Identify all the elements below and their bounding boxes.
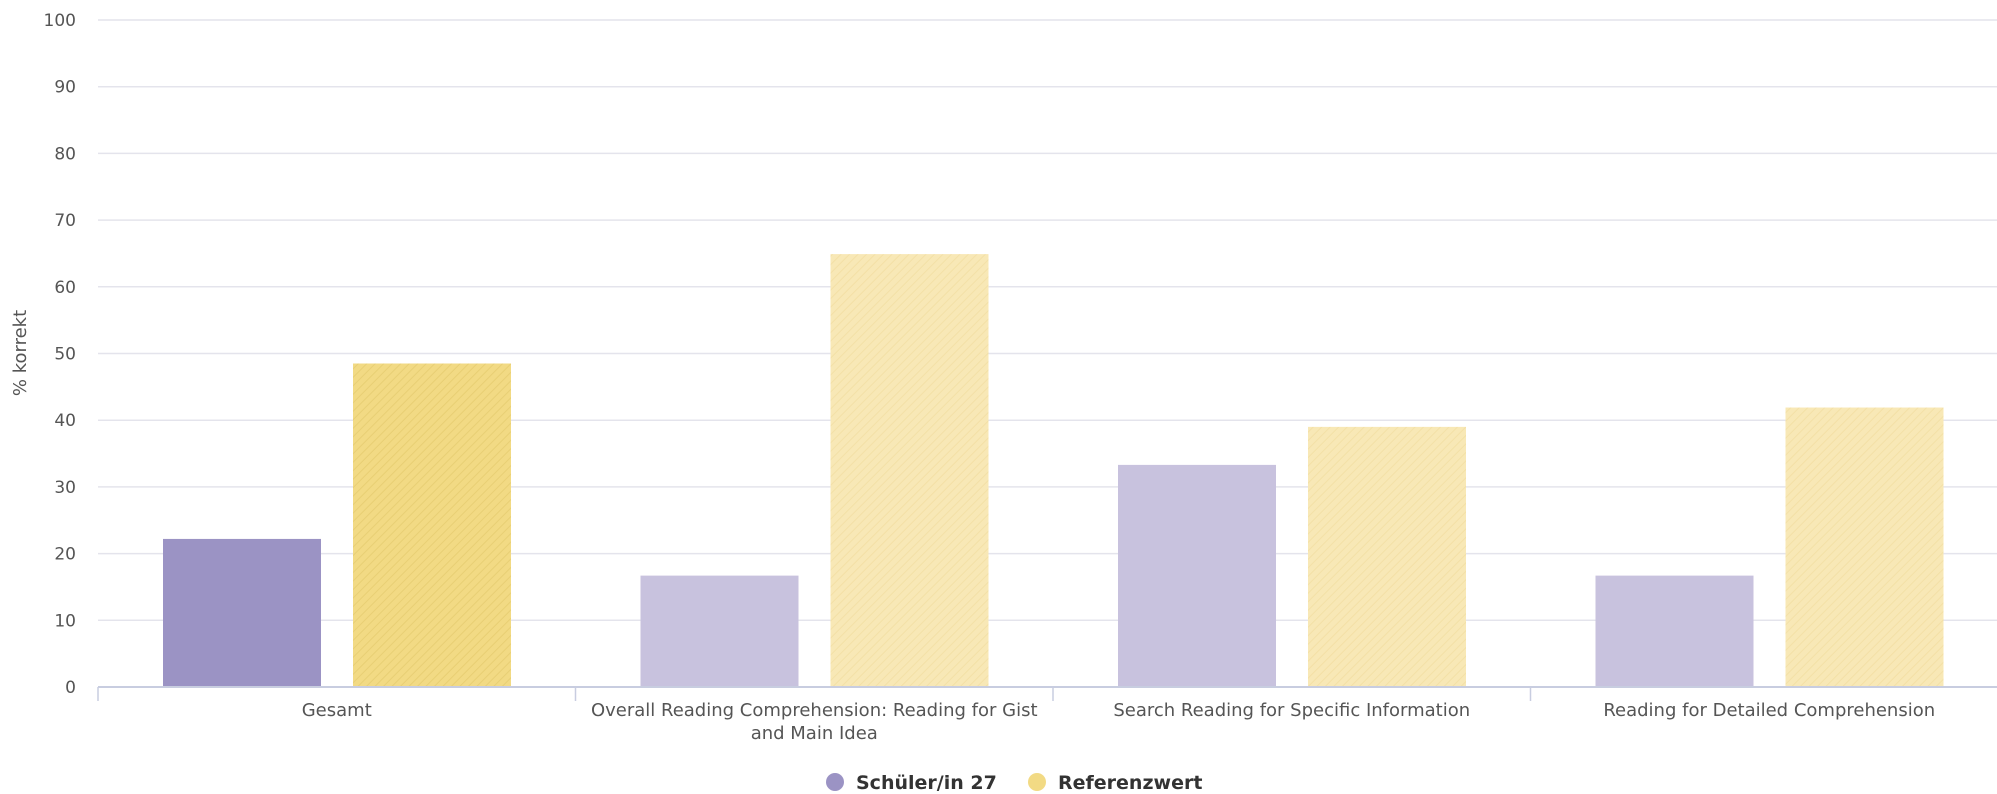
y-axis-label: % korrekt [10, 310, 31, 396]
y-tick-label: 30 [54, 478, 76, 498]
bars [163, 254, 1944, 687]
legend-label[interactable]: Schüler/in 27 [856, 772, 997, 794]
y-axis-ticks: 0 10 20 30 40 50 60 70 80 90 100 [44, 11, 76, 698]
x-axis: Gesamt Overall Reading Comprehension: Rea… [97, 686, 1997, 744]
bar-student[interactable] [1595, 575, 1754, 687]
x-category-label: Gesamt [302, 700, 372, 721]
bar-reference[interactable] [830, 254, 989, 687]
legend-marker[interactable] [1028, 773, 1046, 791]
x-category-label: Reading for Detailed Comprehension [1603, 700, 1935, 721]
x-category-label: Search Reading for Specific Information [1113, 700, 1470, 721]
y-tick-label: 100 [44, 11, 76, 31]
legend-label[interactable]: Referenzwert [1058, 772, 1202, 794]
legend: Schüler/in 27 Referenzwert [826, 772, 1202, 794]
y-tick-label: 20 [54, 545, 76, 565]
y-tick-label: 60 [54, 278, 76, 298]
y-tick-label: 90 [54, 78, 76, 98]
legend-marker[interactable] [826, 773, 844, 791]
y-tick-label: 70 [54, 211, 76, 231]
bar-student[interactable] [163, 538, 321, 687]
bar-student[interactable] [1118, 464, 1276, 687]
y-tick-label: 50 [54, 345, 76, 365]
y-tick-label: 40 [54, 411, 76, 431]
x-category-label: Overall Reading Comprehension: Reading f… [591, 700, 1038, 721]
y-tick-label: 0 [65, 678, 76, 698]
y-tick-label: 80 [54, 144, 76, 164]
bar-reference[interactable] [1308, 426, 1466, 687]
bar-reference[interactable] [353, 363, 511, 687]
x-category-label: and Main Idea [751, 723, 878, 744]
y-tick-label: 10 [54, 611, 76, 631]
bar-reference[interactable] [1785, 407, 1944, 687]
bar-student[interactable] [640, 575, 799, 687]
